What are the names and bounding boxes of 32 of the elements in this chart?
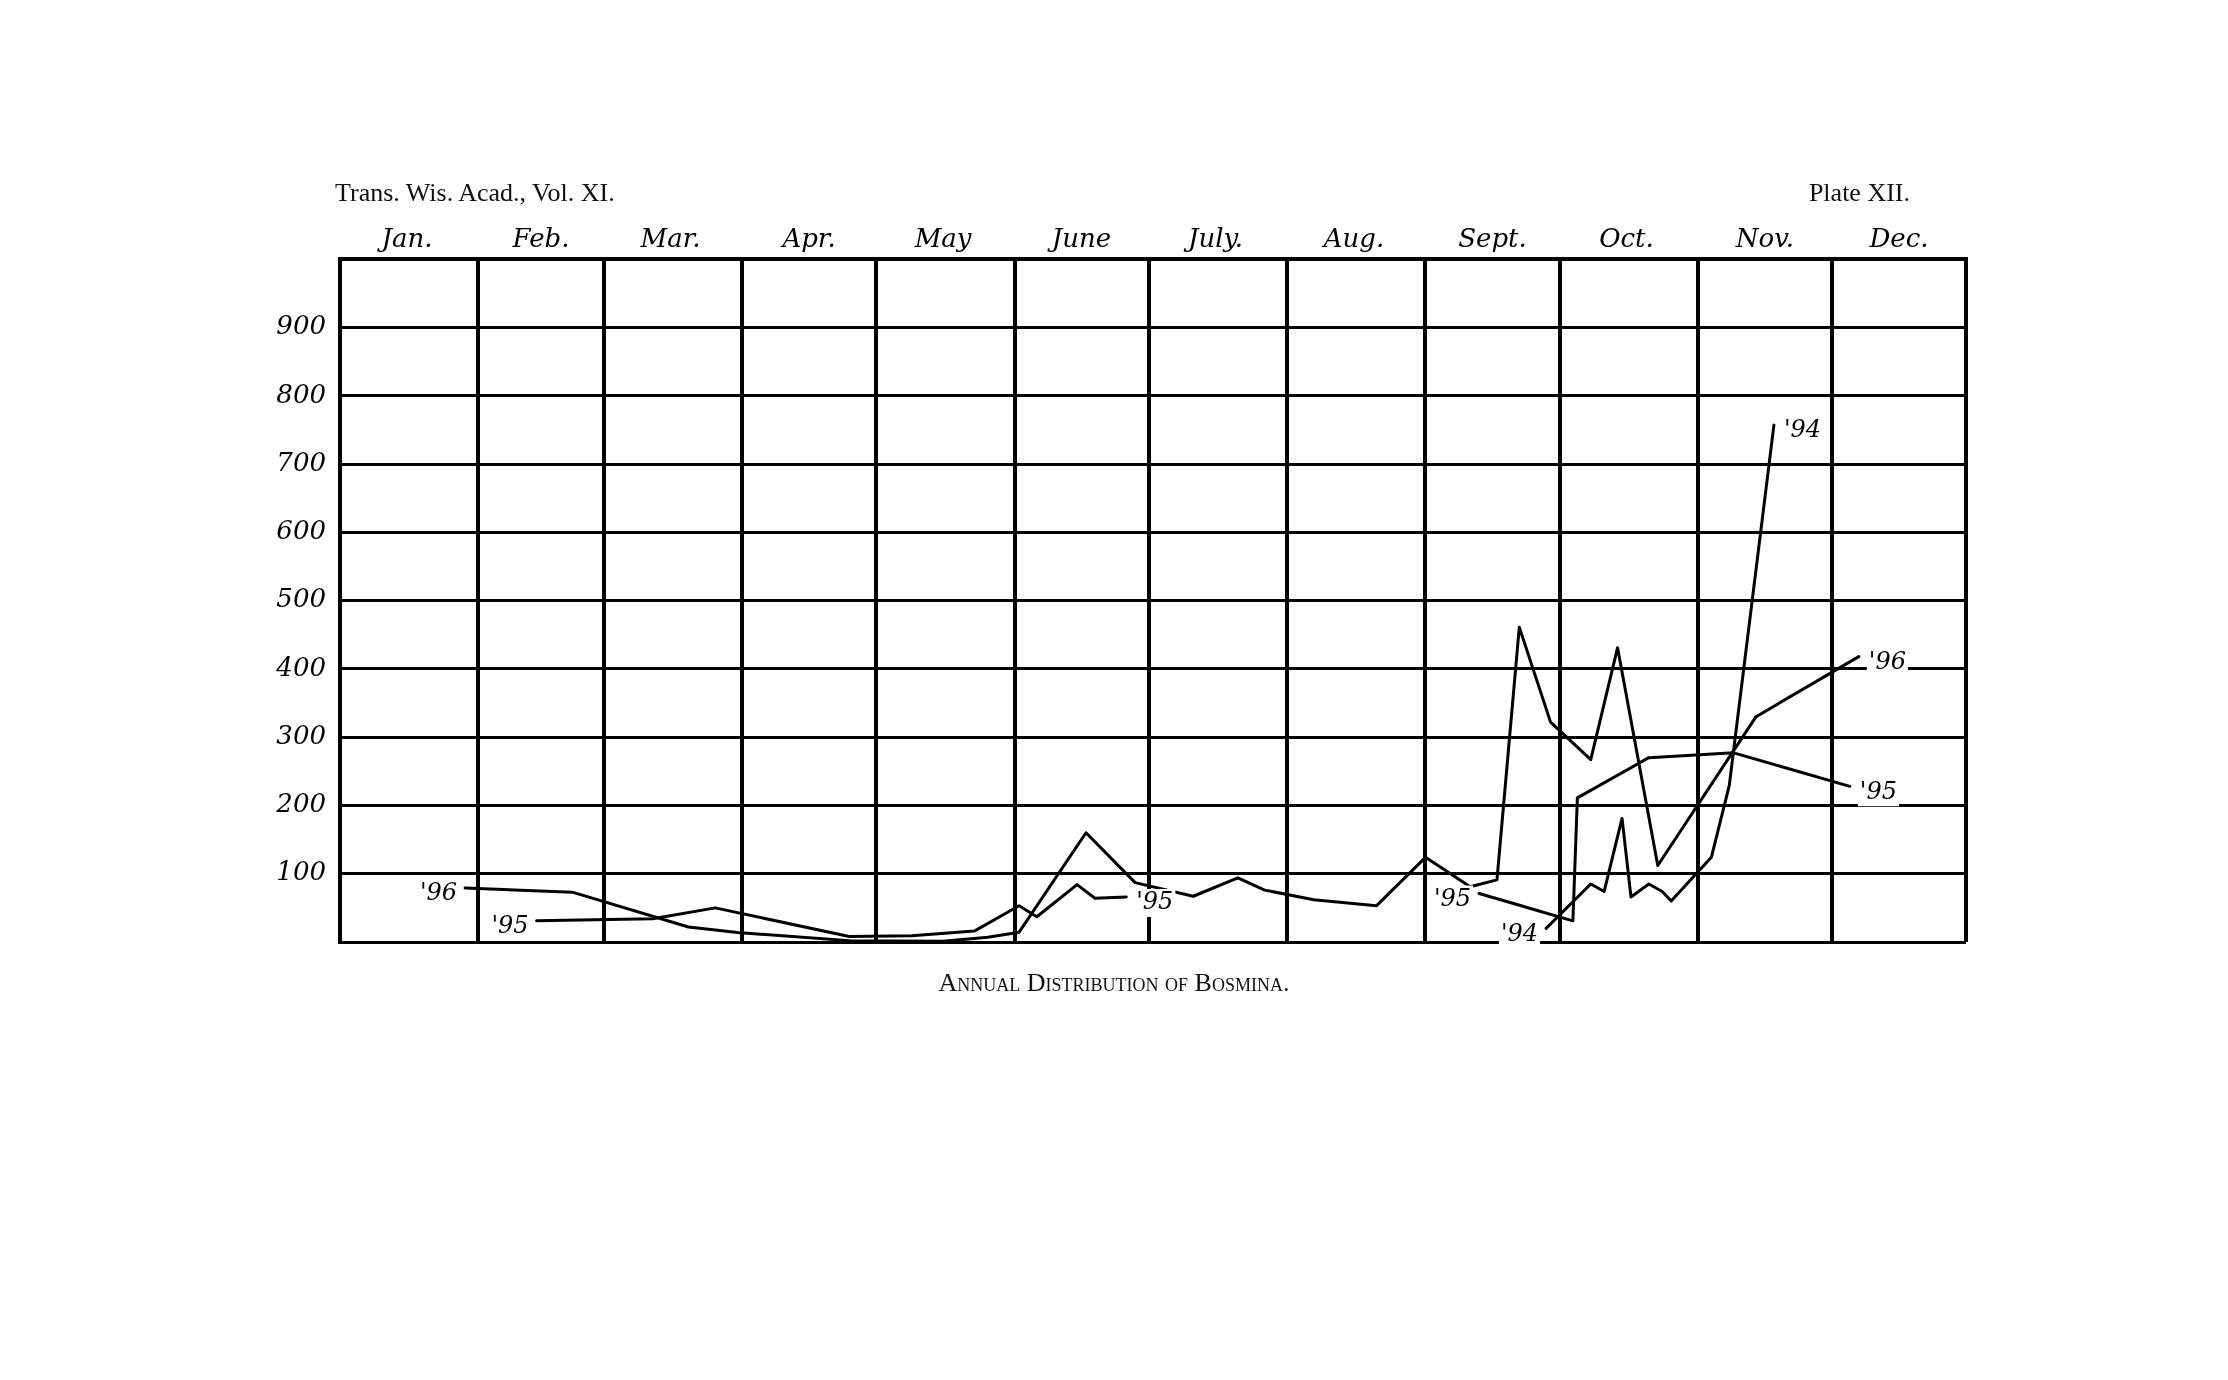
- y-tick-label: 200: [275, 788, 326, 819]
- text: Trans. Wis. Acad., Vol. XI.: [335, 178, 615, 208]
- y-tick-label: 500: [276, 583, 326, 614]
- series-label: '94: [1500, 918, 1539, 947]
- y-tick-label: 300: [276, 719, 326, 750]
- y-tick-label: 400: [275, 651, 326, 682]
- x-tick-label: Oct.: [1599, 223, 1654, 254]
- x-tick-label: Mar.: [639, 223, 701, 254]
- y-tick-label: 800: [276, 378, 326, 409]
- text: '94: [1783, 415, 1822, 444]
- x-tick-label: Jan.: [376, 223, 433, 254]
- series-label: '96: [419, 878, 458, 907]
- x-tick-label: July.: [1183, 223, 1244, 254]
- y-tick-label: 700: [276, 446, 326, 477]
- text: Plate XII.: [1808, 178, 1910, 208]
- y-tick-label: 900: [276, 310, 326, 341]
- series-label: '95: [491, 911, 529, 940]
- x-tick-label: Feb.: [511, 223, 570, 254]
- text: Annual Distribution of Bosmina.: [937, 968, 1291, 998]
- y-tick-label: 100: [276, 856, 326, 887]
- x-tick-label: Aug.: [1321, 223, 1385, 254]
- x-tick-label: June: [1046, 223, 1112, 254]
- x-tick-label: Dec.: [1868, 223, 1929, 254]
- x-tick-label: Apr.: [780, 223, 836, 254]
- text: '95: [1136, 887, 1174, 916]
- text: '95: [1859, 776, 1897, 805]
- text: '96: [1868, 646, 1906, 675]
- y-tick-label: 600: [276, 515, 326, 546]
- text: '95: [1433, 883, 1472, 912]
- x-tick-label: May: [913, 223, 972, 254]
- x-tick-label: Sept.: [1458, 223, 1527, 254]
- x-tick-label: Nov.: [1734, 223, 1795, 254]
